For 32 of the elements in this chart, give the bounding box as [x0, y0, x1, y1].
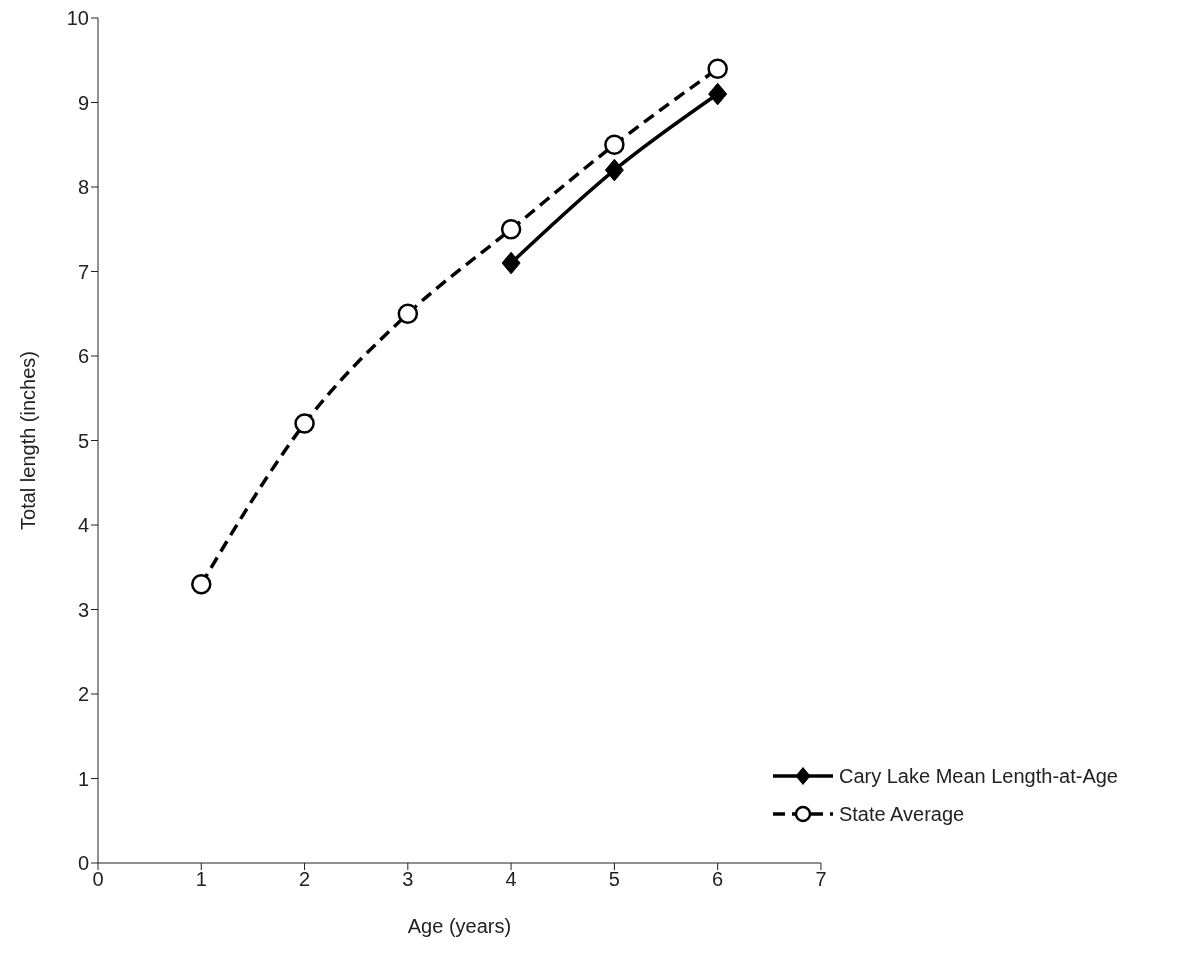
x-tick-label: 0: [92, 868, 104, 891]
x-tick-label: 3: [402, 868, 414, 891]
y-tick-label: 10: [66, 7, 89, 30]
y-tick-label: 4: [77, 514, 89, 537]
point: [501, 251, 521, 275]
x-tick-label: 2: [298, 868, 311, 891]
y-tick-label: 8: [77, 176, 89, 199]
x-axis-title: Age (years): [407, 915, 512, 937]
x-tick-label: 6: [712, 868, 724, 891]
x-tick-label: 1: [195, 868, 207, 891]
x-tick-label: 5: [608, 868, 620, 891]
y-tick-label: 9: [77, 91, 89, 114]
point: [500, 219, 522, 240]
point: [294, 413, 315, 434]
point: [707, 58, 728, 79]
y-tick-label: 5: [77, 429, 89, 452]
y-tick-label: 2: [77, 683, 89, 706]
x-tick-label: 7: [815, 868, 827, 891]
point: [397, 303, 419, 324]
y-tick-label: 3: [77, 598, 89, 621]
y-tick-label: 6: [77, 345, 89, 368]
y-axis-title: Total length (inches): [17, 351, 40, 530]
x-tick-label: 4: [505, 868, 517, 891]
point: [604, 134, 625, 155]
legend-label: State Average: [838, 802, 965, 826]
point: [604, 158, 624, 182]
point: [708, 82, 728, 106]
y-tick-label: 0: [77, 852, 89, 875]
y-tick-label: 1: [77, 767, 89, 790]
y-tick-label: 7: [77, 260, 89, 283]
point: [191, 573, 212, 595]
legend-label: Cary Lake Mean Length-at-Age: [838, 764, 1118, 788]
